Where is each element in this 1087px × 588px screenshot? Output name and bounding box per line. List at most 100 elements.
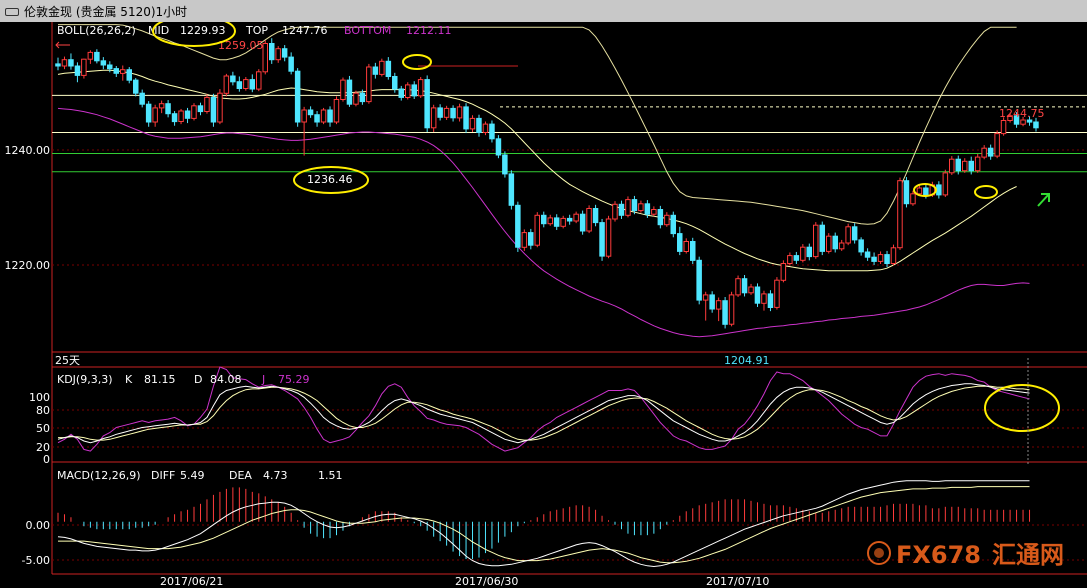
candle-body: [657, 209, 664, 226]
candle-body: [962, 160, 968, 172]
candle-body: [813, 224, 819, 258]
candle-body: [81, 58, 87, 76]
candle-body: [741, 278, 748, 294]
macd-dea-value: 4.73: [263, 469, 288, 482]
boll-mid-value: 1229.93: [180, 24, 226, 37]
boll-lower-line: [57, 107, 1030, 338]
candle-body: [612, 203, 618, 220]
candle-body: [592, 208, 599, 224]
candle-body: [145, 103, 152, 123]
candle-body: [489, 123, 495, 140]
candle-body: [269, 43, 275, 61]
candle-body: [949, 158, 955, 174]
candle-body: [424, 79, 430, 129]
candle-body: [974, 156, 981, 172]
annotation-1204: 1204.91: [724, 354, 770, 367]
candle-body: [910, 193, 916, 205]
macd-dea-line: [58, 486, 1030, 564]
candle-body: [605, 218, 612, 257]
candle-body: [450, 107, 456, 119]
kdj-legend: KDJ(9,3,3) K 81.15 D 84.08 J 75.29: [57, 373, 310, 386]
candle-body: [890, 247, 897, 265]
candle-body: [851, 226, 858, 241]
candle-body: [178, 110, 184, 122]
watermark-logo-icon: [867, 541, 891, 565]
candle-body: [340, 79, 346, 100]
candle-body: [469, 117, 476, 130]
candle-body: [204, 96, 210, 113]
candle-body: [722, 300, 728, 325]
watermark-fx678: FX678: [896, 541, 981, 569]
candle-body: [651, 209, 657, 215]
price-tick-1220: 1220.00: [5, 259, 51, 272]
candle-body: [1033, 121, 1039, 129]
candle-body: [372, 66, 379, 75]
candle-body: [780, 263, 787, 281]
candle-body: [230, 75, 236, 83]
annotation-1259-arrowhead: [55, 41, 60, 49]
circle-breakout: [913, 183, 937, 197]
date-tick-0621: 2017/06/21: [160, 575, 223, 588]
kdj-tick-100: 100: [29, 391, 50, 404]
candle-body: [923, 187, 929, 196]
candle-body: [158, 103, 165, 109]
candle-body: [670, 214, 676, 235]
date-tick-0630: 2017/06/30: [455, 575, 518, 588]
candle-body: [243, 79, 249, 89]
candle-body: [353, 92, 359, 105]
circle-peak: [402, 54, 432, 70]
candle-body: [171, 113, 178, 123]
candle-body: [126, 69, 132, 81]
candle-body: [249, 79, 255, 90]
candle-body: [800, 246, 806, 261]
kdj-j-value: 75.29: [278, 373, 310, 386]
window-icon[interactable]: [5, 8, 19, 16]
candle-body: [392, 76, 398, 90]
candle-body: [916, 187, 923, 195]
candle-body: [443, 107, 450, 118]
candle-body: [61, 59, 68, 67]
candle-body: [631, 199, 638, 212]
candle-body: [197, 105, 204, 113]
candle-body: [1020, 119, 1026, 125]
chart-area[interactable]: 1240.00 1220.00 100 80 50 20 0 0.00 -5.0…: [0, 22, 1087, 588]
candle-body: [871, 256, 877, 262]
candle-body: [223, 75, 230, 94]
watermark: FX678 汇通网: [867, 541, 1064, 569]
kdj-tick-0: 0: [43, 453, 50, 466]
macd-legend: MACD(12,26,9) DIFF 5.49 DEA 4.73 1.51: [57, 469, 343, 482]
candle-body: [515, 204, 521, 248]
candle-body: [437, 107, 443, 118]
kdj-lines: [57, 366, 1030, 452]
level-lines: [52, 94, 1087, 173]
candle-body: [55, 63, 61, 67]
candle-body: [683, 241, 689, 252]
highlight-circles: [152, 22, 1060, 432]
candle-body: [735, 278, 741, 296]
macd-diff-label: DIFF: [151, 469, 175, 482]
kdj-tick-50: 50: [36, 422, 50, 435]
period-label: 25天: [55, 354, 80, 367]
macd-tick-0: 0.00: [26, 519, 51, 532]
candlesticks: [55, 38, 1039, 329]
candle-body: [748, 286, 754, 294]
boll-top-value: 1247.76: [282, 24, 328, 37]
candle-body: [320, 109, 327, 123]
kdj-k-label: K: [125, 373, 133, 386]
kdj-d-label: D: [194, 373, 202, 386]
candle-body: [709, 294, 715, 310]
candle-body: [476, 117, 482, 134]
candle-body: [858, 239, 864, 253]
candle-body: [715, 300, 722, 310]
boll-upper-line: [58, 24, 1017, 225]
date-axis: 2017/06/21 2017/06/30 2017/07/10: [160, 575, 769, 588]
candle-body: [1026, 119, 1033, 123]
candle-body: [664, 214, 670, 226]
window-titlebar: 伦敦金现 (贵金属 5120)1小时: [0, 0, 1087, 23]
kdj-j-label: J: [261, 373, 265, 386]
boll-legend: BOLL(26,26,2) MID 1229.93 TOP 1247.76 BO…: [57, 24, 452, 37]
candle-body: [528, 232, 534, 246]
kdj-tick-20: 20: [36, 441, 50, 454]
circle-1236: [293, 166, 369, 194]
price-axis: 1240.00 1220.00: [5, 144, 51, 272]
